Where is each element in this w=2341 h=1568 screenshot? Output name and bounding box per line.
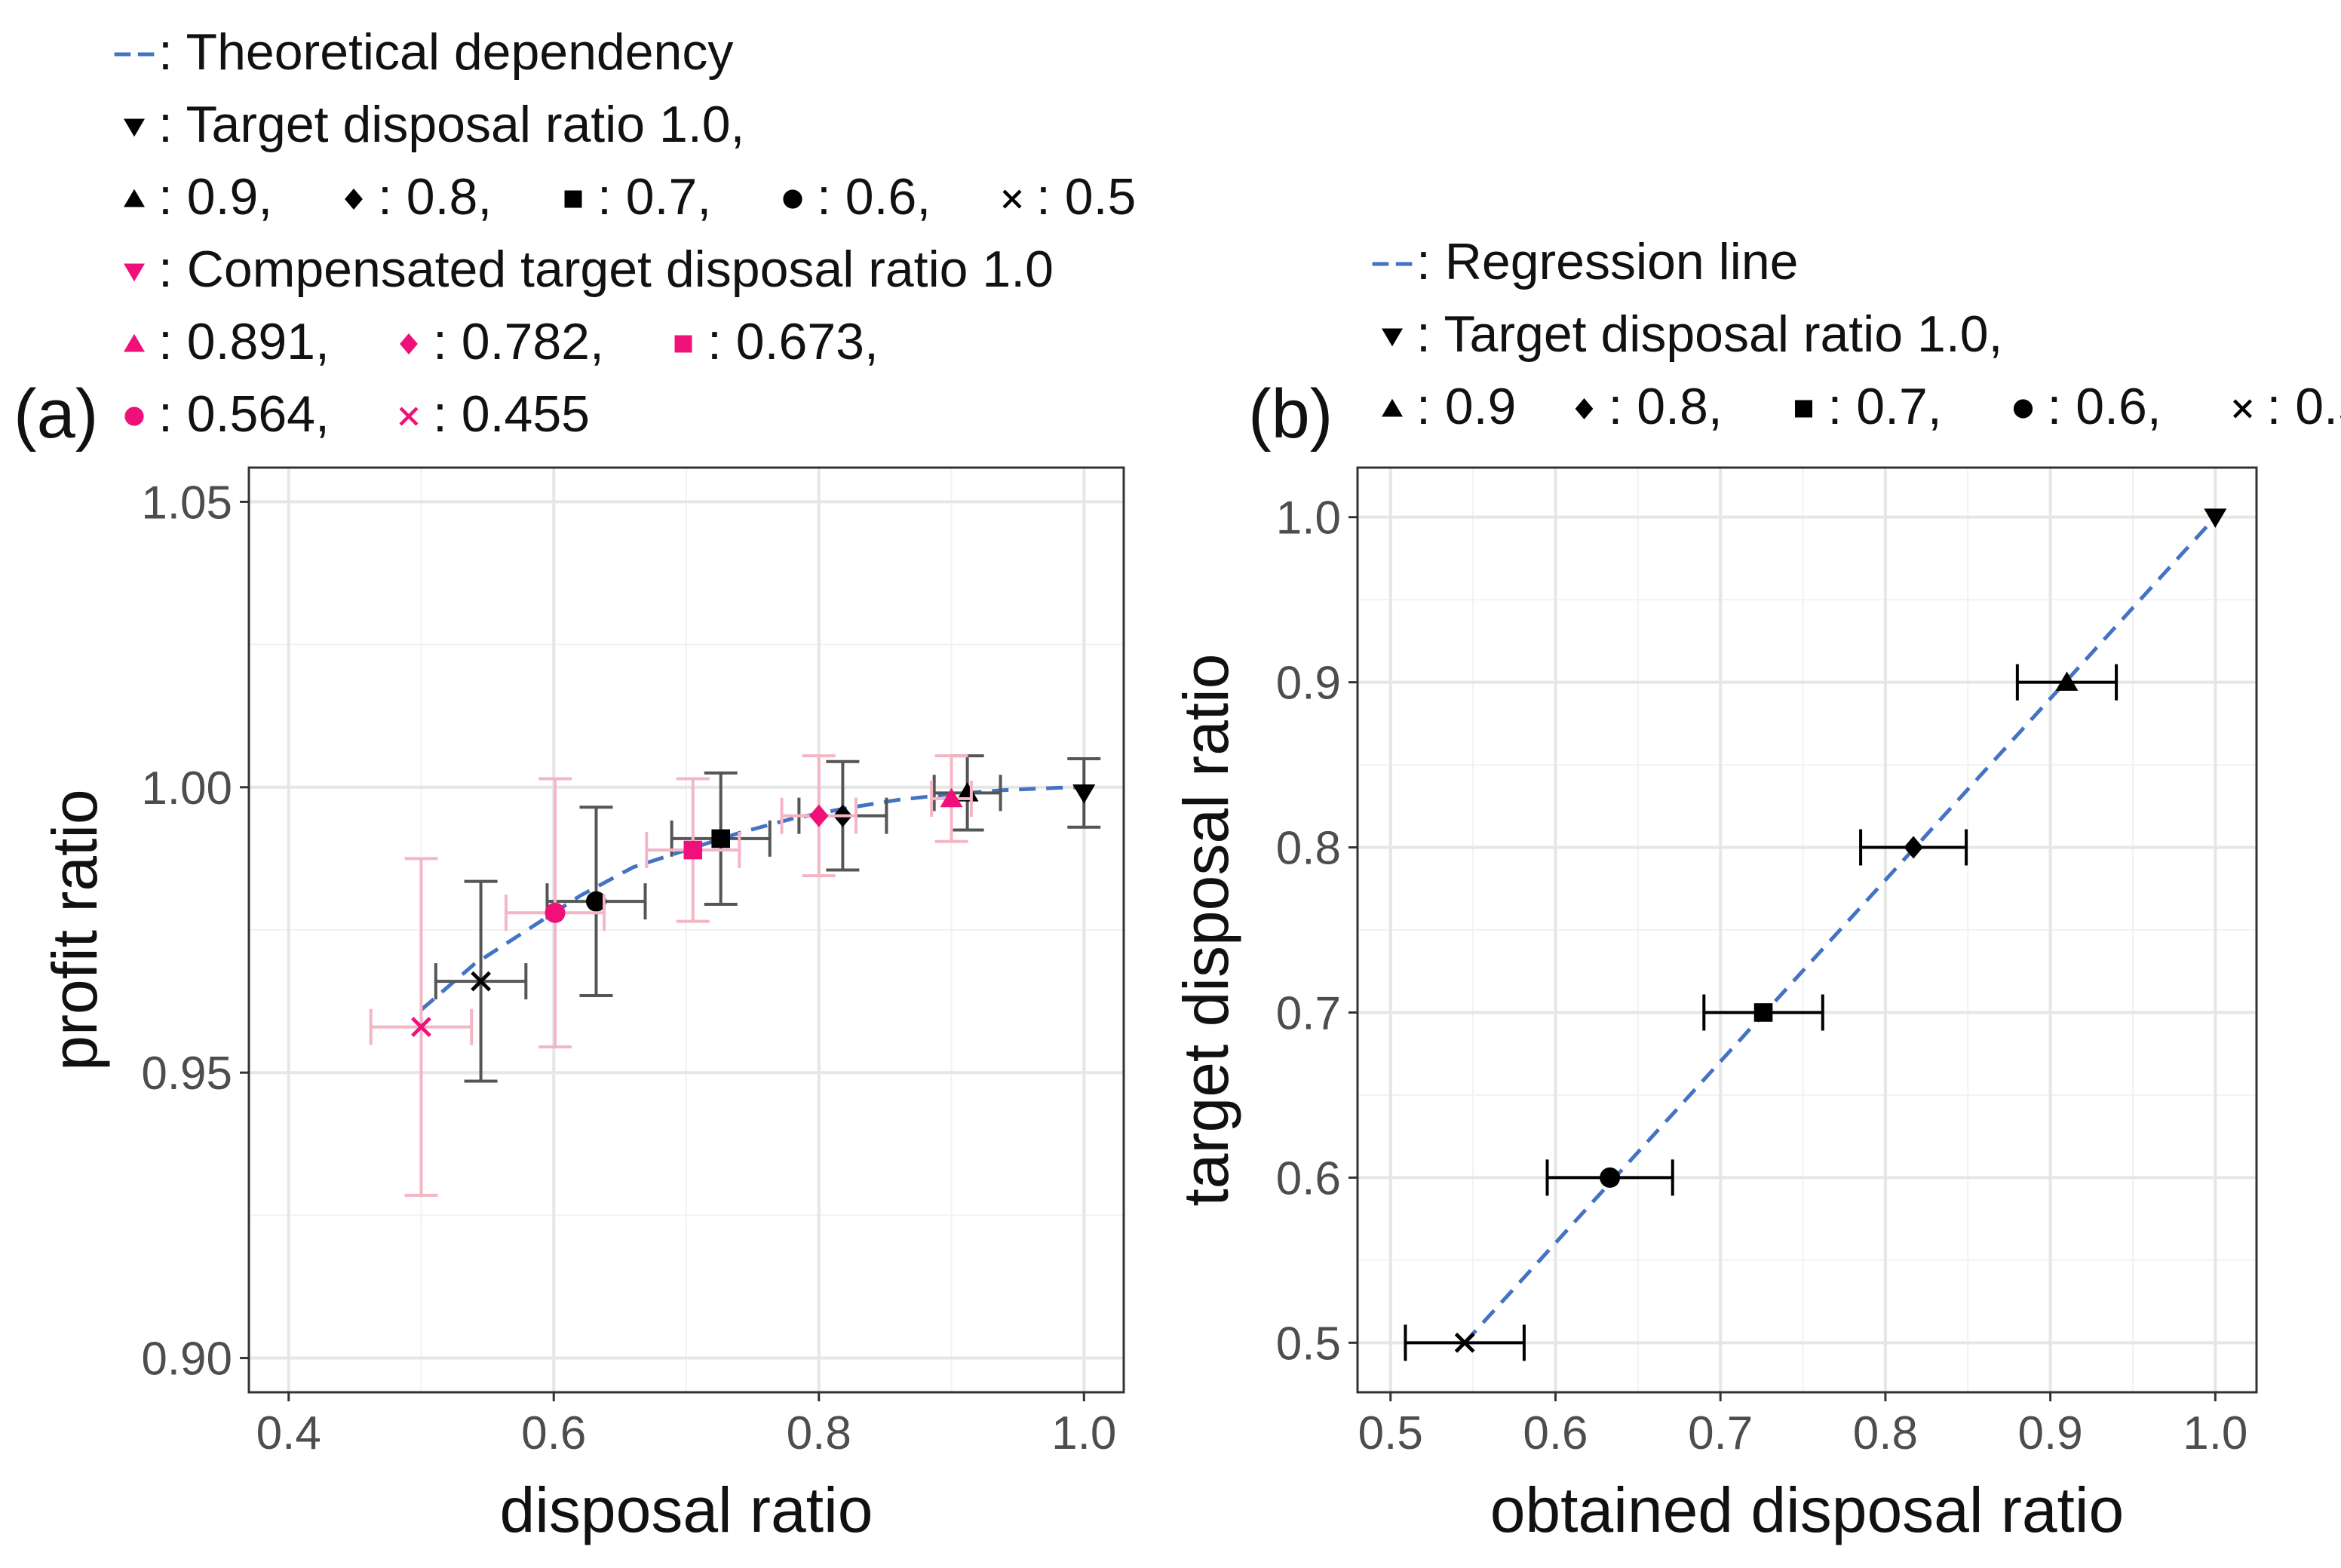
legend-text: : 0.9, [158,168,272,226]
data-point-diamond [809,804,829,827]
legend-triangle-up-icon [1382,398,1403,417]
panel-label: (a) [14,376,98,453]
data-point-diamond [1904,836,1923,859]
legend-diamond-icon [1575,398,1594,419]
legend-text: : 0.7, [1828,378,1942,435]
legend-triangle-up-icon [124,333,145,352]
x-tick-label: 0.8 [787,1407,851,1459]
legend-text: : 0.455 [433,385,590,443]
cross-stroke [471,971,491,992]
x-axis-title: obtained disposal ratio [1490,1474,2125,1545]
legend-square-icon [564,190,582,208]
legend-text: : 0.782, [433,313,604,370]
x-tick-label: 0.6 [1523,1407,1588,1459]
cross-stroke [2232,399,2253,419]
panel-label: (b) [1248,376,1333,453]
legend-diamond-icon [345,189,363,210]
data-point-cross [411,1017,431,1038]
legend-text: : Theoretical dependency [158,23,733,81]
y-tick-label: 0.95 [141,1048,232,1100]
data-point-circle [545,902,566,923]
y-tick-label: 0.90 [141,1333,232,1385]
cross-stroke [399,407,419,426]
y-tick-label: 0.8 [1276,823,1341,875]
data-point-triangle-up [956,782,979,802]
legend-text: : 0.5 [1036,168,1136,226]
x-tick-label: 1.0 [2183,1407,2247,1459]
legend-triangle-down-icon [124,118,145,137]
data-point-square [1753,1003,1773,1022]
x-tick-label: 0.6 [521,1407,586,1459]
legend-text: : Compensated target disposal ratio 1.0 [158,241,1054,298]
legend-cross-icon [1002,189,1022,209]
data-point-cross [471,971,491,992]
cross-stroke [1454,1332,1475,1353]
data-point-circle [585,891,606,912]
panel-b: 0.5 0.6 0.7 0.8 0.9 1.0 0.5 0.6 0.7 0.8 0.9 1.0 obta… [1170,376,2258,1545]
y-tick-label: 1.00 [141,763,232,815]
plot-border [247,466,1125,1394]
y-tick-label: 0.9 [1276,658,1341,710]
legend-text: : Regression line [1416,233,1798,290]
data-point-triangle-down [2204,508,2227,528]
cross-stroke [411,1017,431,1038]
x-tick-label: 0.8 [1853,1407,1918,1459]
x-tick-label: 0.9 [2018,1407,2083,1459]
legend-diamond-icon [400,333,418,354]
y-tick-label: 0.7 [1276,987,1341,1039]
legend-text: : 0.8, [1609,378,1723,435]
legend-triangle-down-icon [1382,328,1403,347]
legend-circle-icon [783,189,802,209]
x-tick-label: 0.5 [1358,1407,1423,1459]
x-axis-title: disposal ratio [500,1474,873,1545]
x-tick-label: 0.4 [256,1407,321,1459]
legend-text: : Target disposal ratio 1.0, [1416,305,2002,363]
legend-circle-icon [2013,399,2033,419]
legend-text: : 0.6, [2048,378,2162,435]
panel-a: 0.4 0.6 0.8 1.0 0.90 0.95 1.00 1.05 disposal rat… [14,376,1125,1545]
legend-b: : Regression line : Target disposal ratio… [1372,233,2341,435]
legend-text: : 0.564, [158,385,330,443]
legend-cross-icon [399,407,419,426]
data-point-cross [1454,1332,1475,1353]
data-point-circle [1600,1167,1621,1188]
y-tick-label: 1.0 [1276,492,1341,545]
y-axis-title: profit ratio [39,789,110,1071]
legend-triangle-down-icon [124,263,145,282]
plot-border [1356,466,2258,1394]
legend-square-icon [674,335,692,353]
legend-a: : Theoretical dependency : Target disposa… [114,23,1136,443]
y-axis-title: target disposal ratio [1170,653,1241,1206]
legend-square-icon [1795,400,1812,418]
legend-text: : 0.9 [1416,378,1516,435]
legend-text: : 0.7, [597,168,711,226]
regression-line [1463,515,2217,1345]
legend-text: : 0.8, [378,168,492,226]
theoretical-dependency-line [419,785,1085,1011]
data-point-square [683,840,703,860]
y-tick-label: 1.05 [141,477,232,529]
legend-cross-icon [2232,399,2253,419]
data-point-triangle-up [2055,671,2079,691]
legend-text: : 0.891, [158,313,330,370]
y-tick-label: 0.5 [1276,1318,1341,1370]
data-point-square [711,829,730,848]
legend-text: : 0.6, [817,168,931,226]
data-point-triangle-down [1072,784,1096,804]
legend-circle-icon [124,407,144,426]
legend-text: : Target disposal ratio 1.0, [158,96,744,153]
y-tick-label: 0.6 [1276,1152,1341,1204]
legend-triangle-up-icon [124,189,145,207]
legend-text: : 0.673, [707,313,879,370]
x-tick-label: 0.7 [1688,1407,1753,1459]
x-tick-label: 1.0 [1051,1407,1116,1459]
data-point-triangle-up [940,787,963,808]
cross-stroke [1002,189,1022,209]
legend-text: : 0.5 [2267,378,2341,435]
